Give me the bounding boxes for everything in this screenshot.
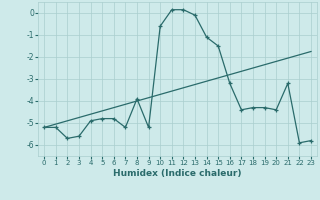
X-axis label: Humidex (Indice chaleur): Humidex (Indice chaleur) xyxy=(113,169,242,178)
